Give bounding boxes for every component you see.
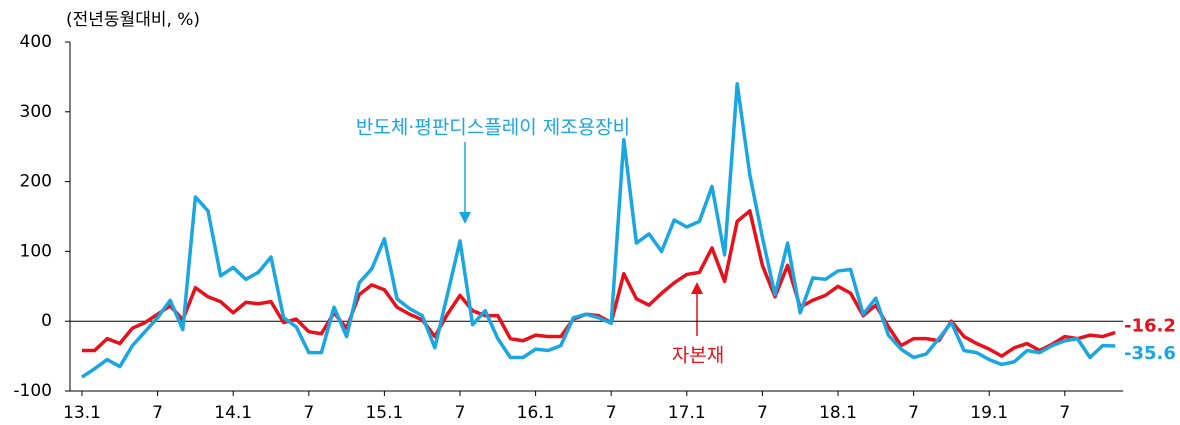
y-tick-label: 400 — [20, 32, 52, 52]
y-tick-label: 0 — [41, 311, 52, 331]
unit-label: (전년동월대비, %) — [66, 10, 200, 30]
end-value-label: -16.2 — [1124, 316, 1176, 337]
x-tick-label: 19.1 — [970, 403, 1008, 423]
annotation-arrowhead — [459, 212, 471, 224]
x-tick-label: 7 — [303, 403, 314, 423]
x-tick-label: 13.1 — [63, 403, 101, 423]
x-tick-label: 7 — [152, 403, 163, 423]
y-tick-label: 300 — [20, 102, 52, 122]
x-tick-label: 15.1 — [365, 403, 403, 423]
series-annotation: 자본재 — [672, 345, 724, 367]
x-tick-label: 17.1 — [668, 403, 706, 423]
end-value-label: -35.6 — [1124, 343, 1176, 364]
x-tick-label: 7 — [1059, 403, 1070, 423]
x-tick-label: 7 — [455, 403, 466, 423]
x-tick-label: 18.1 — [819, 403, 857, 423]
x-tick-label: 16.1 — [517, 403, 555, 423]
y-tick-label: 100 — [20, 241, 52, 261]
x-tick-label: 7 — [606, 403, 617, 423]
y-tick-label: 200 — [20, 172, 52, 192]
x-tick-label: 7 — [908, 403, 919, 423]
annotation-arrowhead — [691, 282, 703, 294]
y-tick-label: -100 — [13, 381, 52, 401]
series-annotation: 반도체·평판디스플레이 제조용장비 — [356, 117, 630, 139]
x-tick-label: 14.1 — [214, 403, 252, 423]
x-tick-label: 7 — [757, 403, 768, 423]
series-line — [81, 82, 1116, 379]
series-line — [82, 209, 1116, 358]
